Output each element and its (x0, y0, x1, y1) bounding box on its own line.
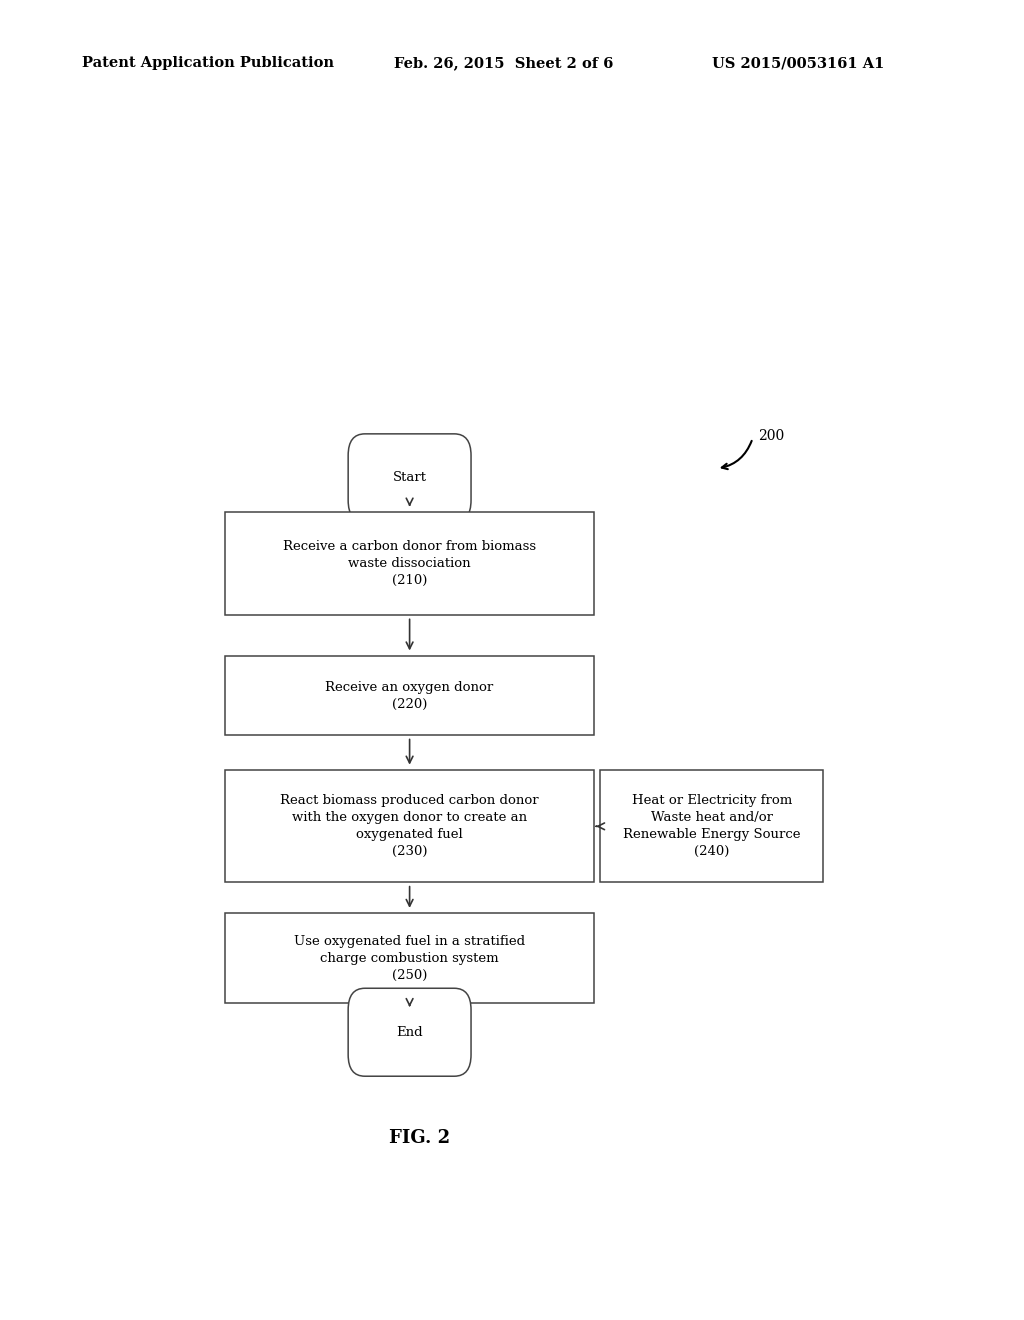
FancyBboxPatch shape (225, 512, 594, 615)
Text: Receive an oxygen donor
(220): Receive an oxygen donor (220) (326, 681, 494, 710)
Text: Patent Application Publication: Patent Application Publication (82, 57, 334, 70)
FancyBboxPatch shape (348, 989, 471, 1076)
Text: Use oxygenated fuel in a stratified
charge combustion system
(250): Use oxygenated fuel in a stratified char… (294, 935, 525, 982)
Text: Receive a carbon donor from biomass
waste dissociation
(210): Receive a carbon donor from biomass wast… (283, 540, 537, 587)
FancyBboxPatch shape (225, 913, 594, 1003)
FancyBboxPatch shape (225, 656, 594, 735)
FancyBboxPatch shape (225, 770, 594, 882)
FancyBboxPatch shape (600, 770, 823, 882)
Text: FIG. 2: FIG. 2 (389, 1129, 451, 1147)
Text: Start: Start (392, 471, 427, 484)
Text: 200: 200 (758, 429, 784, 442)
Text: Heat or Electricity from
Waste heat and/or
Renewable Energy Source
(240): Heat or Electricity from Waste heat and/… (623, 795, 801, 858)
Text: Feb. 26, 2015  Sheet 2 of 6: Feb. 26, 2015 Sheet 2 of 6 (394, 57, 613, 70)
Text: US 2015/0053161 A1: US 2015/0053161 A1 (712, 57, 884, 70)
Text: End: End (396, 1026, 423, 1039)
FancyBboxPatch shape (348, 434, 471, 521)
Text: React biomass produced carbon donor
with the oxygen donor to create an
oxygenate: React biomass produced carbon donor with… (281, 795, 539, 858)
